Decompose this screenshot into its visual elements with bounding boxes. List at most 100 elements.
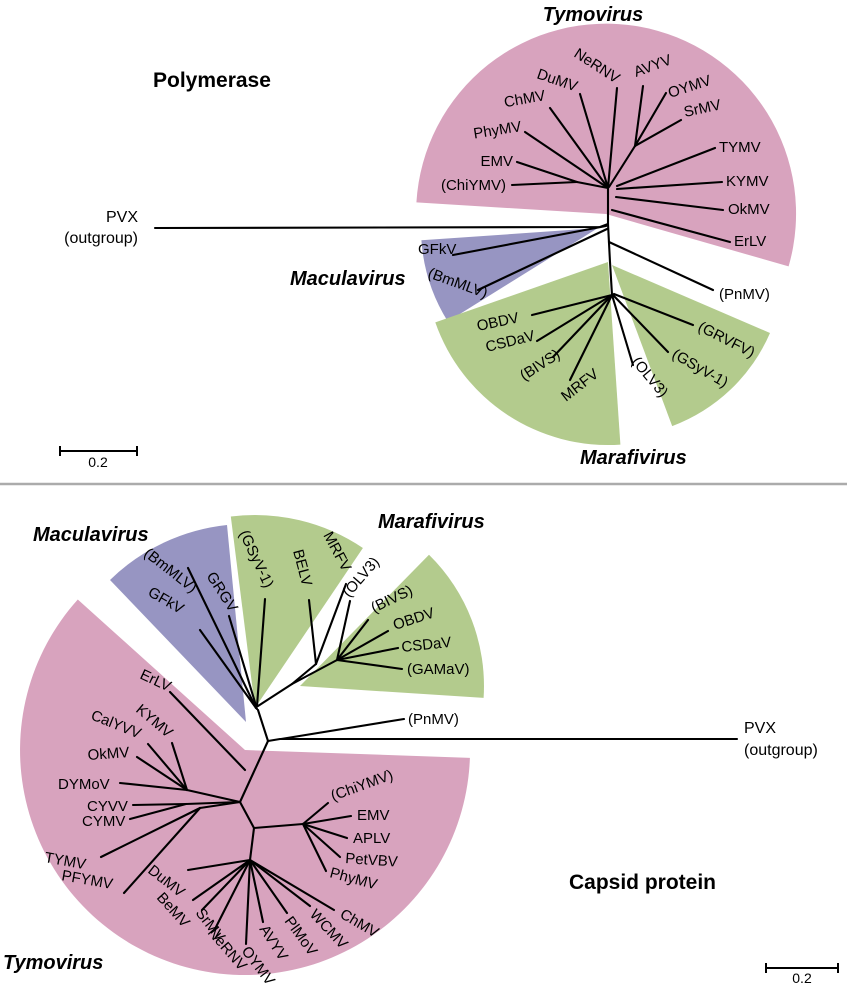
branch: [610, 293, 635, 367]
branch: [611, 293, 670, 354]
branch: [256, 682, 294, 708]
scale-bar-label: 0.2: [88, 454, 108, 470]
branch: [122, 806, 202, 895]
taxon-label: PetVBV: [345, 850, 399, 871]
branch: [198, 628, 258, 710]
branch: [633, 91, 668, 148]
branch: [252, 822, 305, 830]
branch: [214, 858, 252, 929]
taxon-label: GFkV: [418, 241, 456, 258]
branch: [314, 582, 348, 666]
taxon-label: OkMV: [87, 744, 130, 764]
scale-bar: 0.2: [59, 446, 138, 470]
branch: [335, 599, 352, 662]
branch: [153, 222, 610, 230]
branch: [279, 717, 406, 741]
outgroup-label: (outgroup): [744, 742, 818, 759]
branch: [200, 858, 252, 912]
tymovirus-wedge: [416, 23, 797, 267]
branch: [606, 86, 619, 190]
marafivirus-wedge: [435, 262, 621, 446]
branch: [186, 858, 252, 872]
taxon-label: (PnMV): [408, 711, 459, 728]
branch: [451, 224, 608, 257]
taxon-label: CSDaV: [401, 634, 453, 656]
branch: [523, 130, 610, 190]
branch: [301, 822, 349, 840]
taxon-label: TYMV: [719, 139, 761, 156]
genus-label-marafivirus: Marafivirus: [378, 511, 485, 533]
polymerase-panel: (ChiYMV) EMV PhyMV ChMV DuMV NeRNV AVYV …: [59, 4, 797, 470]
branch: [548, 106, 610, 190]
branch: [614, 195, 725, 212]
branch: [335, 646, 400, 662]
genus-label-marafivirus: Marafivirus: [580, 447, 687, 469]
branch: [301, 822, 328, 873]
branch: [238, 739, 270, 804]
scale-bar: 0.2: [765, 963, 839, 986]
taxon-label: ChMV: [503, 87, 547, 111]
outgroup-label: (outgroup): [64, 230, 138, 247]
genus-label-tymovirus: Tymovirus: [3, 952, 103, 974]
branch: [307, 598, 318, 666]
branch: [118, 781, 189, 792]
branch: [191, 858, 252, 902]
marafivirus-wedge: [230, 514, 363, 708]
branches: [153, 84, 732, 382]
branch: [578, 92, 610, 190]
taxon-label: (PnMV): [719, 286, 770, 303]
taxon-label: OkMV: [728, 201, 770, 218]
branch: [615, 146, 717, 188]
taxon-label: KYMV: [726, 173, 769, 190]
branch: [610, 208, 732, 244]
branch: [290, 662, 318, 686]
capsid-panel: (BmMLV) GFkV GRGV (GSyV-1) BELV MRFV (OL…: [3, 511, 839, 989]
panel-title: Polymerase: [153, 69, 271, 92]
taxon-label: DYMoV: [58, 776, 110, 793]
branch: [248, 826, 256, 862]
branch: [633, 118, 683, 148]
branch: [290, 658, 339, 686]
branch: [238, 800, 256, 830]
branch: [186, 566, 258, 710]
branch: [335, 618, 370, 662]
taxon-label: APLV: [353, 830, 390, 847]
taxon-label: (ChiYMV): [441, 177, 506, 194]
branch: [615, 180, 724, 191]
taxon-label: EMV: [357, 807, 390, 824]
branch: [168, 690, 247, 772]
taxon-label: (GAMaV): [407, 661, 470, 678]
branch: [335, 629, 390, 662]
branch: [612, 292, 695, 327]
branch: [248, 858, 289, 915]
taxon-label: TYMV: [43, 849, 87, 873]
branch: [198, 800, 242, 810]
branch: [248, 858, 336, 912]
branch: [301, 814, 353, 826]
scale-bar-label: 0.2: [792, 970, 812, 986]
tymovirus-wedge: [20, 599, 470, 976]
maculavirus-wedge: [110, 525, 246, 722]
branch: [301, 822, 342, 859]
branch: [335, 658, 404, 671]
branch: [248, 858, 312, 908]
branch: [170, 741, 189, 792]
taxon-label: EMV: [480, 153, 513, 170]
branch: [607, 240, 715, 292]
marafivirus-wedge-2: [612, 265, 770, 427]
branch: [633, 84, 645, 148]
branches: [99, 566, 739, 946]
branch: [131, 802, 188, 807]
branch: [510, 180, 579, 187]
outgroup-label: PVX: [106, 209, 138, 226]
branch: [185, 788, 242, 804]
branch: [256, 708, 270, 743]
branch: [135, 755, 189, 792]
branch: [568, 293, 614, 382]
panel-title: Capsid protein: [569, 871, 716, 894]
branch: [227, 614, 259, 711]
taxon-label: CYMV: [82, 813, 125, 830]
branch: [515, 160, 579, 184]
